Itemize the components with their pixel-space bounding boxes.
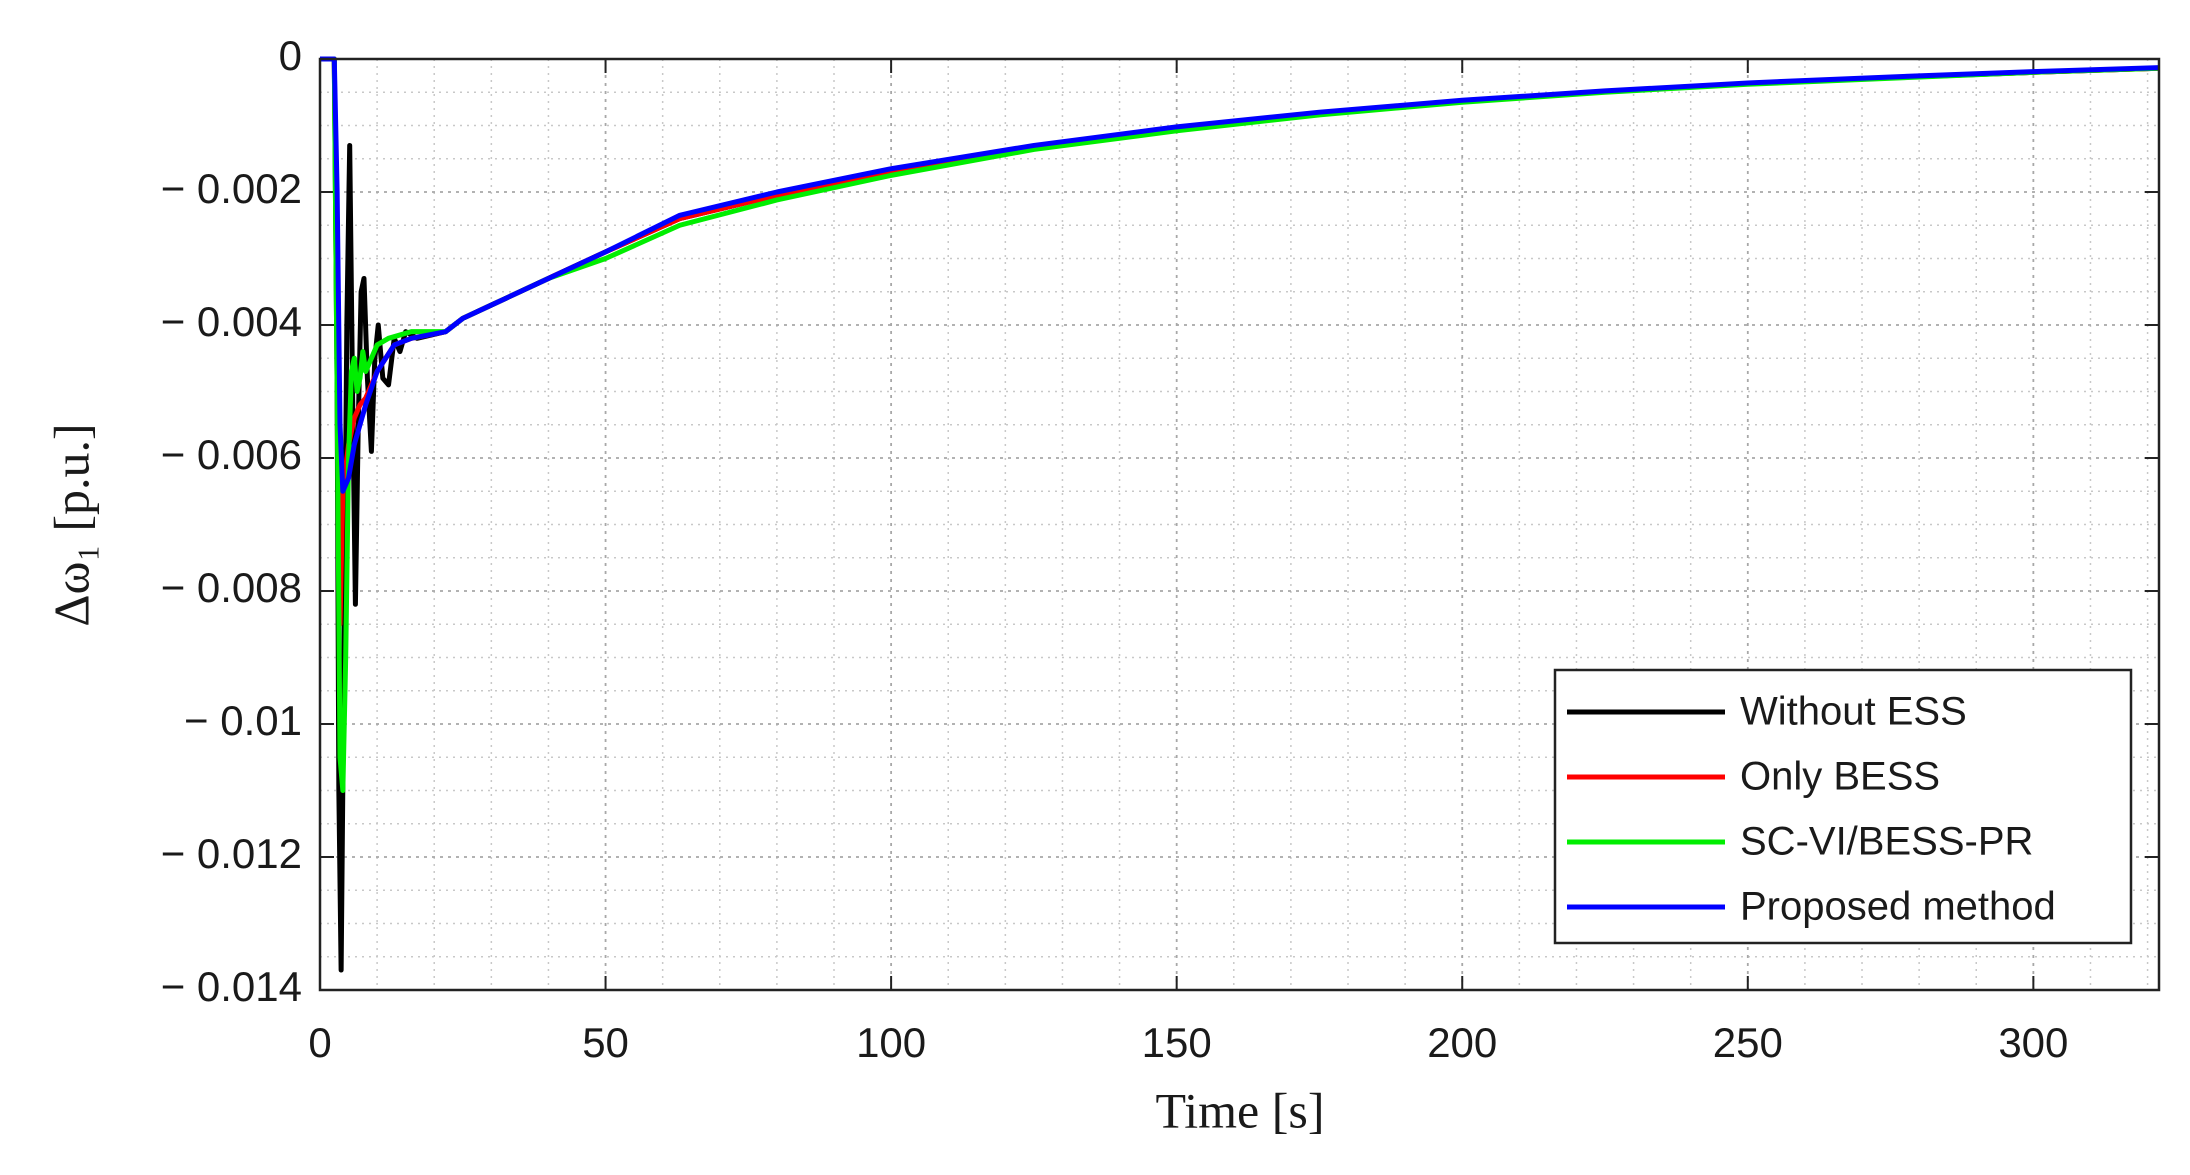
y-tick-label: − 0.012 [161,830,302,877]
x-tick-label: 250 [1713,1019,1783,1066]
y-tick-label: − 0.004 [161,298,302,345]
legend: Without ESS Only BESS SC-VI/BESS-PR Propose… [1553,668,2133,945]
axes-box [318,57,2161,992]
legend-label: SC-VI/BESS-PR [1740,820,2033,864]
y-tick-label: 0 [279,32,302,79]
x-tick-label: 150 [1142,1019,1212,1066]
y-tick-label: − 0.014 [161,963,302,1010]
legend-box [1553,668,2133,945]
y-tick-label: − 0.01 [184,697,302,744]
y-tick-label: − 0.008 [161,564,302,611]
legend-label: Only BESS [1740,755,1940,799]
x-tick-label: 300 [1998,1019,2068,1066]
y-tick-label: − 0.002 [161,165,302,212]
x-tick-label: 50 [582,1019,629,1066]
y-tick-label: − 0.006 [161,431,302,478]
x-tick-label: 100 [856,1019,926,1066]
x-tick-label: 200 [1427,1019,1497,1066]
line-series [320,56,2160,494]
y-axis-label: Δω₁ [p.u.] [43,423,99,626]
legend-label: Proposed method [1740,885,2056,929]
x-axis-label: Time [s] [1155,1082,1324,1138]
legend-label: Without ESS [1740,690,1967,734]
x-tick-label: 0 [308,1019,331,1066]
